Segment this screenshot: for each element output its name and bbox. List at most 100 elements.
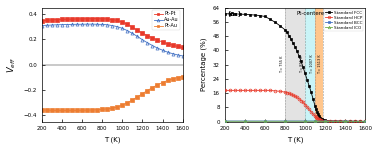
Standard ICO — [343, 120, 348, 122]
Au-Au — [75, 23, 79, 25]
Au-Au — [140, 39, 145, 41]
Standard HCP — [313, 115, 318, 117]
Pt-Au — [100, 108, 104, 110]
Standard HCP — [273, 90, 277, 92]
X-axis label: T (K): T (K) — [104, 137, 121, 143]
Standard HCP — [363, 120, 368, 122]
Au-Au — [175, 54, 180, 56]
Pt-Au — [80, 109, 84, 111]
Pt-Pt — [60, 19, 64, 20]
Pt-Pt — [175, 46, 180, 47]
Au-Au — [150, 45, 155, 46]
Standard FCC — [315, 111, 319, 113]
Pt-Pt — [55, 19, 59, 20]
Standard BCC — [222, 120, 227, 122]
Pt-Pt — [130, 26, 135, 28]
Standard FCC — [307, 85, 311, 87]
Standard HCP — [268, 89, 272, 91]
Standard HCP — [301, 101, 305, 103]
Standard FCC — [333, 120, 338, 122]
Standard HCP — [222, 89, 227, 91]
Pt-Au — [180, 76, 185, 77]
Standard FCC — [318, 117, 322, 118]
Text: T = 1513 K: T = 1513 K — [318, 55, 322, 74]
Pt-Au — [50, 110, 54, 111]
Bar — [285, 8, 305, 122]
Standard HCP — [248, 89, 252, 91]
Standard HCP — [293, 95, 297, 97]
Standard FCC — [248, 14, 252, 16]
Standard ICO — [263, 120, 267, 122]
Pt-Au — [165, 80, 170, 81]
Standard HCP — [317, 118, 321, 120]
Pt-Pt — [100, 18, 104, 20]
Line: Pt-Pt: Pt-Pt — [40, 17, 184, 49]
Standard FCC — [323, 119, 327, 121]
Au-Au — [65, 24, 69, 25]
Standard FCC — [311, 98, 315, 100]
Standard FCC — [353, 120, 358, 122]
Au-Au — [165, 51, 170, 53]
Pt-Pt — [85, 18, 89, 20]
Standard FCC — [285, 32, 289, 33]
Standard FCC — [343, 120, 348, 122]
Standard HCP — [253, 89, 257, 91]
Standard FCC — [273, 21, 277, 23]
Standard ICO — [243, 120, 247, 122]
Standard FCC — [328, 120, 333, 122]
Standard FCC — [301, 66, 305, 68]
Pt-Pt — [80, 18, 84, 20]
Standard HCP — [348, 120, 353, 122]
Standard HCP — [297, 98, 301, 100]
Y-axis label: $V_{eff}$: $V_{eff}$ — [6, 56, 18, 73]
Pt-Au — [145, 90, 150, 91]
Bar — [305, 8, 315, 122]
Au-Au — [155, 47, 160, 49]
Pt-Pt — [165, 43, 170, 45]
Au-Au — [135, 35, 139, 37]
Standard HCP — [319, 119, 324, 121]
Pt-Au — [45, 109, 49, 111]
Standard BCC — [303, 120, 307, 122]
Pt-Au — [40, 109, 44, 111]
Standard FCC — [283, 29, 287, 31]
Pt-Au — [160, 82, 165, 83]
Pt-Pt — [40, 20, 44, 22]
Standard HCP — [315, 117, 319, 119]
Pt-Pt — [135, 30, 139, 31]
Standard BCC — [263, 120, 267, 122]
Standard BCC — [243, 120, 247, 122]
Standard FCC — [321, 119, 325, 121]
Standard FCC — [297, 55, 301, 57]
Standard ICO — [323, 120, 327, 122]
Standard FCC — [358, 120, 363, 122]
Text: T = 755 K: T = 755 K — [280, 56, 284, 73]
Au-Au — [85, 23, 89, 25]
Au-Au — [110, 25, 115, 26]
Standard FCC — [303, 73, 307, 74]
Au-Au — [130, 32, 135, 34]
Standard FCC — [257, 15, 262, 16]
Text: Pt-centered: Pt-centered — [296, 11, 328, 16]
Pt-Au — [75, 110, 79, 111]
Pt-Pt — [70, 18, 74, 20]
Standard FCC — [222, 13, 227, 15]
Standard FCC — [253, 14, 257, 16]
Au-Au — [45, 24, 49, 26]
Standard HCP — [295, 97, 299, 98]
Standard FCC — [317, 115, 321, 117]
Standard HCP — [257, 89, 262, 91]
Standard HCP — [318, 119, 322, 121]
Pt-Pt — [140, 32, 145, 34]
Standard FCC — [289, 38, 293, 40]
Pt-Pt — [155, 39, 160, 41]
Line: Standard HCP: Standard HCP — [223, 89, 367, 123]
Standard FCC — [278, 25, 282, 27]
Pt-Au — [55, 110, 59, 111]
Standard FCC — [287, 35, 291, 37]
Standard HCP — [314, 116, 318, 118]
Standard FCC — [295, 50, 299, 52]
Au-Au — [105, 24, 110, 26]
Standard FCC — [243, 13, 247, 15]
Pt-Au — [95, 109, 99, 111]
